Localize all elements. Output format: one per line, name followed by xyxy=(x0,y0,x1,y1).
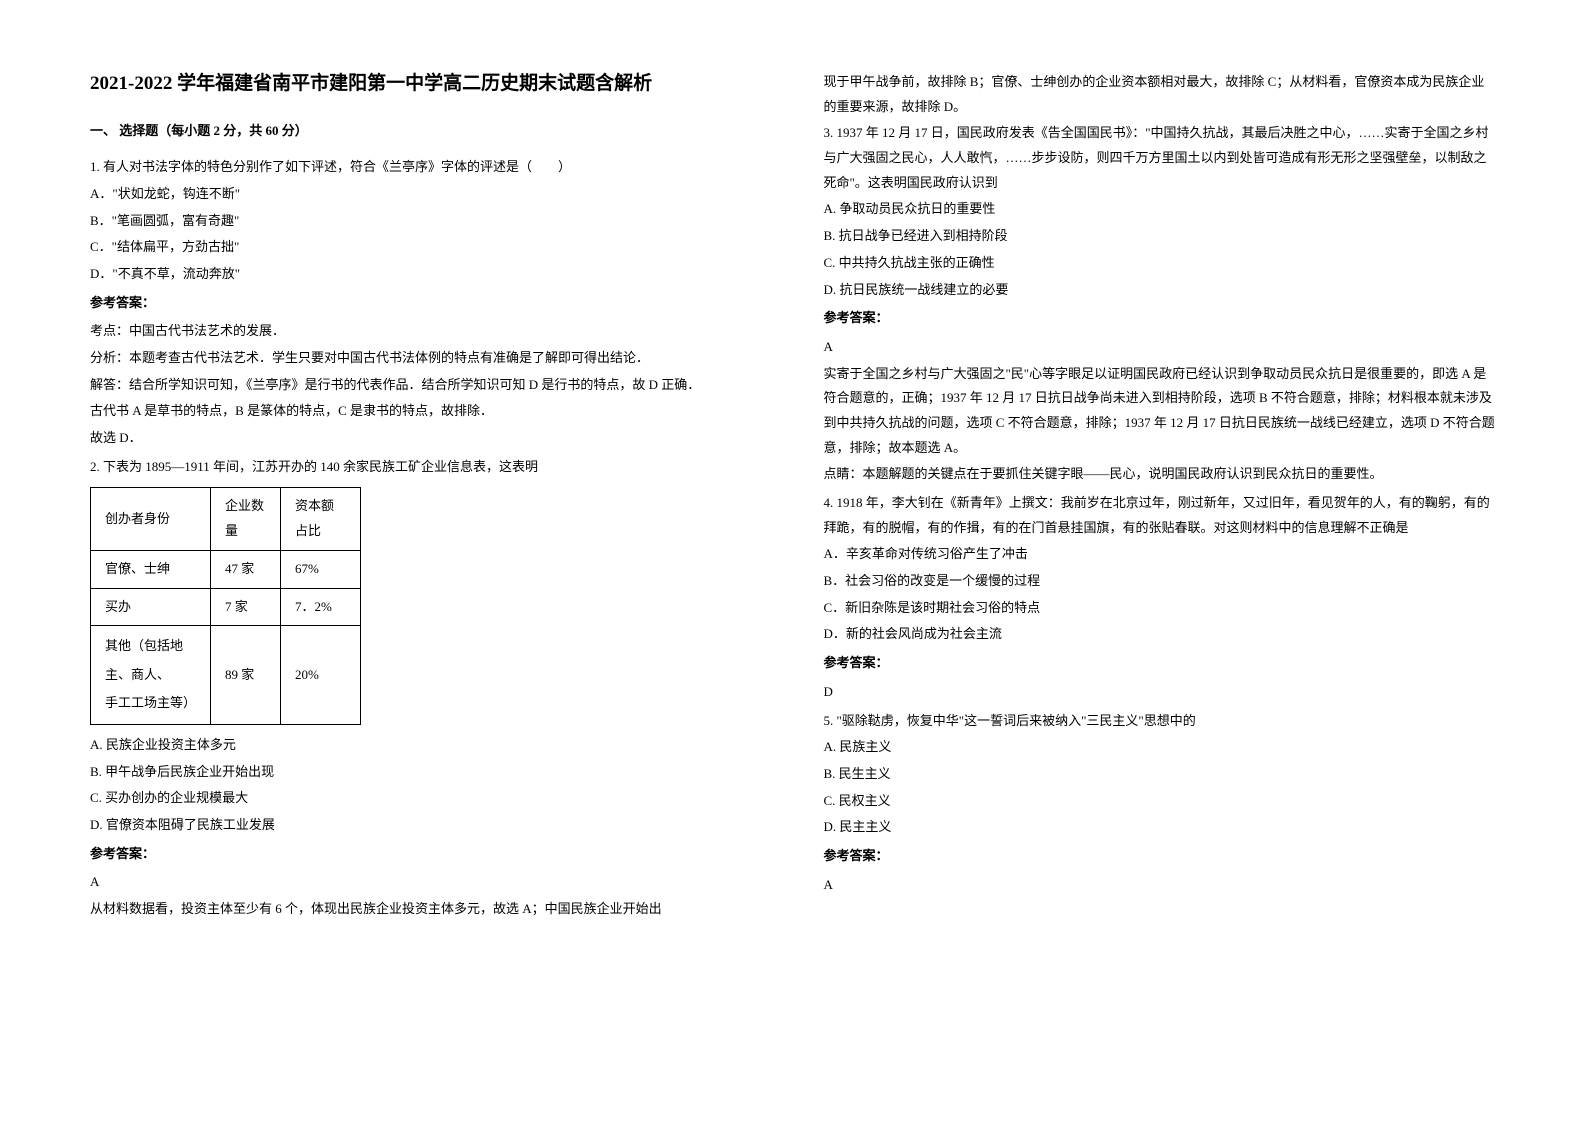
page-container: 2021-2022 学年福建省南平市建阳第一中学高二历史期末试题含解析 一、 选… xyxy=(90,70,1497,926)
q2-text: 2. 下表为 1895—1911 年间，江苏开办的 140 余家民族工矿企业信息… xyxy=(90,455,764,480)
q4-option-b: B．社会习俗的改变是一个缓慢的过程 xyxy=(824,569,1498,594)
question-5: 5. "驱除鞑虏，恢复中华"这一誓词后来被纳入"三民主义"思想中的 A. 民族主… xyxy=(824,709,1498,898)
q2-answer-letter: A xyxy=(90,870,764,895)
q1-option-d: D．"不真不草，流动奔放" xyxy=(90,262,764,287)
q1-option-b: B．"笔画圆弧，富有奇趣" xyxy=(90,209,764,234)
table-cell: 47 家 xyxy=(211,550,281,588)
q2-option-a: A. 民族企业投资主体多元 xyxy=(90,733,764,758)
table-header-cell: 创办者身份 xyxy=(91,488,211,550)
q4-answer-letter: D xyxy=(824,680,1498,705)
table-header-cell: 企业数量 xyxy=(211,488,281,550)
document-title: 2021-2022 学年福建省南平市建阳第一中学高二历史期末试题含解析 xyxy=(90,70,764,99)
q5-answer-letter: A xyxy=(824,873,1498,898)
q4-option-c: C．新旧杂陈是该时期社会习俗的特点 xyxy=(824,596,1498,621)
q4-option-d: D．新的社会风尚成为社会主流 xyxy=(824,622,1498,647)
q3-option-b: B. 抗日战争已经进入到相持阶段 xyxy=(824,224,1498,249)
right-column: 现于甲午战争前，故排除 B；官僚、士绅创办的企业资本额相对最大，故排除 C；从材… xyxy=(824,70,1498,926)
q5-text: 5. "驱除鞑虏，恢复中华"这一誓词后来被纳入"三民主义"思想中的 xyxy=(824,709,1498,734)
q1-text: 1. 有人对书法字体的特色分别作了如下评述，符合《兰亭序》字体的评述是（ ） xyxy=(90,155,764,180)
q2-answer-label: 参考答案： xyxy=(90,842,764,867)
q4-option-a: A．辛亥革命对传统习俗产生了冲击 xyxy=(824,542,1498,567)
q5-option-d: D. 民主主义 xyxy=(824,815,1498,840)
q1-answer-2: 分析：本题考查古代书法艺术．学生只要对中国古代书法体例的特点有准确是了解即可得出… xyxy=(90,346,764,371)
q3-answer-text1: 实寄于全国之乡村与广大强固之"民"心等字眼足以证明国民政府已经认识到争取动员民众… xyxy=(824,362,1498,461)
q4-text: 4. 1918 年，李大钊在《新青年》上撰文：我前岁在北京过年，刚过新年，又过旧… xyxy=(824,491,1498,540)
q3-option-d: D. 抗日民族统一战线建立的必要 xyxy=(824,278,1498,303)
q1-answer-label: 参考答案： xyxy=(90,291,764,316)
table-row: 创办者身份 企业数量 资本额占比 xyxy=(91,488,361,550)
q5-option-b: B. 民生主义 xyxy=(824,762,1498,787)
question-2: 2. 下表为 1895—1911 年间，江苏开办的 140 余家民族工矿企业信息… xyxy=(90,455,764,922)
q1-answer-4: 古代书 A 是草书的特点，B 是篆体的特点，C 是隶书的特点，故排除． xyxy=(90,399,764,424)
question-4: 4. 1918 年，李大钊在《新青年》上撰文：我前岁在北京过年，刚过新年，又过旧… xyxy=(824,491,1498,705)
q1-answer-1: 考点：中国古代书法艺术的发展． xyxy=(90,319,764,344)
q2-option-b: B. 甲午战争后民族企业开始出现 xyxy=(90,760,764,785)
table-cell: 20% xyxy=(281,626,361,725)
q1-answer-5: 故选 D． xyxy=(90,426,764,451)
table-header-cell: 资本额占比 xyxy=(281,488,361,550)
q2-table: 创办者身份 企业数量 资本额占比 官僚、士绅 47 家 67% 买办 7 家 7… xyxy=(90,487,361,725)
table-cell: 89 家 xyxy=(211,626,281,725)
q2-answer-text2: 现于甲午战争前，故排除 B；官僚、士绅创办的企业资本额相对最大，故排除 C；从材… xyxy=(824,70,1498,119)
q1-option-a: A．"状如龙蛇，钩连不断" xyxy=(90,182,764,207)
q3-text: 3. 1937 年 12 月 17 日，国民政府发表《告全国国民书》："中国持久… xyxy=(824,121,1498,195)
section-header: 一、 选择题（每小题 2 分，共 60 分） xyxy=(90,119,764,144)
table-row: 官僚、士绅 47 家 67% xyxy=(91,550,361,588)
q3-answer-letter: A xyxy=(824,335,1498,360)
q3-option-c: C. 中共持久抗战主张的正确性 xyxy=(824,251,1498,276)
q5-option-a: A. 民族主义 xyxy=(824,735,1498,760)
table-cell: 其他（包括地主、商人、手工工场主等） xyxy=(91,626,211,725)
question-3: 3. 1937 年 12 月 17 日，国民政府发表《告全国国民书》："中国持久… xyxy=(824,121,1498,487)
q3-answer-text2: 点睛：本题解题的关键点在于要抓住关键字眼——民心，说明国民政府认识到民众抗日的重… xyxy=(824,462,1498,487)
q4-answer-label: 参考答案： xyxy=(824,651,1498,676)
table-cell: 7．2% xyxy=(281,588,361,626)
q5-option-c: C. 民权主义 xyxy=(824,789,1498,814)
table-cell: 官僚、士绅 xyxy=(91,550,211,588)
q5-answer-label: 参考答案： xyxy=(824,844,1498,869)
question-1: 1. 有人对书法字体的特色分别作了如下评述，符合《兰亭序》字体的评述是（ ） A… xyxy=(90,155,764,451)
left-column: 2021-2022 学年福建省南平市建阳第一中学高二历史期末试题含解析 一、 选… xyxy=(90,70,764,926)
table-cell: 7 家 xyxy=(211,588,281,626)
table-row: 其他（包括地主、商人、手工工场主等） 89 家 20% xyxy=(91,626,361,725)
q1-option-c: C．"结体扁平，方劲古拙" xyxy=(90,235,764,260)
table-cell: 买办 xyxy=(91,588,211,626)
q2-option-d: D. 官僚资本阻碍了民族工业发展 xyxy=(90,813,764,838)
q1-answer-3: 解答：结合所学知识可知，《兰亭序》是行书的代表作品．结合所学知识可知 D 是行书… xyxy=(90,373,764,398)
q3-answer-label: 参考答案： xyxy=(824,306,1498,331)
table-cell: 67% xyxy=(281,550,361,588)
table-row: 买办 7 家 7．2% xyxy=(91,588,361,626)
q2-option-c: C. 买办创办的企业规模最大 xyxy=(90,786,764,811)
q2-answer-text1: 从材料数据看，投资主体至少有 6 个，体现出民族企业投资主体多元，故选 A；中国… xyxy=(90,897,764,922)
q3-option-a: A. 争取动员民众抗日的重要性 xyxy=(824,197,1498,222)
